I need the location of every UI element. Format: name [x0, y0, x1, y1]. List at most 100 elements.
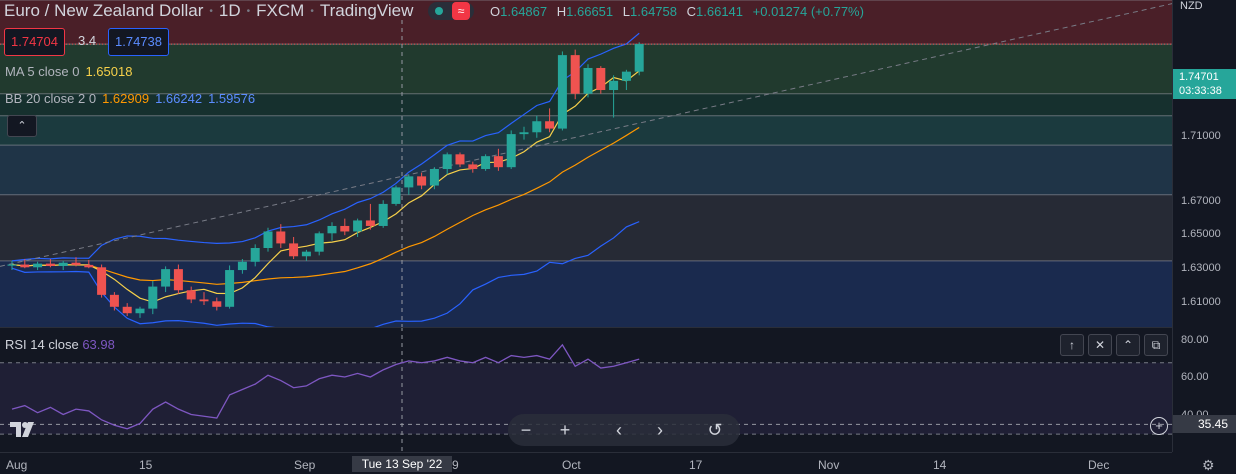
bb-legend[interactable]: BB 20 close 2 0 1.62909 1.66242 1.59576 [5, 91, 255, 106]
candle-body [545, 121, 555, 129]
sell-button[interactable]: 1.74704 [4, 28, 65, 56]
scroll-left-button[interactable]: ‹ [604, 417, 634, 443]
reset-chart-button[interactable]: ↺ [700, 417, 730, 443]
bb-basis-line [11, 126, 640, 285]
price-tick: 1.71000 [1181, 130, 1221, 142]
candle-body [621, 71, 631, 81]
rsi-tick: 60.00 [1181, 371, 1209, 383]
rsi-legend[interactable]: RSI 14 close 63.98 [5, 337, 115, 352]
candle-body [250, 248, 260, 262]
bb-upper-line [11, 32, 640, 262]
candle-body [532, 121, 542, 133]
candle-body [506, 134, 516, 168]
candle-body [45, 263, 55, 267]
candle-body [33, 263, 43, 268]
candle-body [71, 262, 81, 265]
rsi-tick: 80.00 [1181, 334, 1209, 346]
candle-body [378, 203, 388, 226]
price-axis[interactable] [1172, 0, 1236, 452]
chevron-up-icon: ⌃ [17, 120, 27, 132]
candle-body [148, 286, 158, 309]
candle-body [225, 270, 235, 307]
zoom-in-button[interactable]: + [550, 417, 580, 443]
candle-body [417, 176, 427, 186]
candle-body [212, 301, 222, 307]
candle-body [519, 132, 529, 135]
bar-countdown: 03:33:38 [1179, 85, 1222, 97]
scroll-right-button[interactable]: › [645, 417, 675, 443]
bb-upper-value: 1.66242 [155, 91, 203, 106]
time-tick: 9 [452, 458, 459, 472]
settings-gear-icon[interactable]: ⚙ [1202, 457, 1215, 473]
ohlc-readout: O1.64867 H1.66651 L1.64758 C1.66141 +0.0… [490, 4, 864, 19]
close-pane-button[interactable]: ✕ [1088, 334, 1112, 356]
bb-name: BB 20 close 2 0 [5, 91, 97, 106]
collapse-legend-button[interactable]: ⌃ [7, 115, 37, 137]
bb-basis-value: 1.62909 [102, 91, 150, 106]
buy-button[interactable]: 1.74738 [108, 28, 169, 56]
source: TradingView [319, 1, 414, 20]
rsi-value: 63.98 [82, 337, 115, 352]
candle-body [493, 156, 503, 168]
market-open-icon [435, 7, 443, 15]
time-tick: 14 [933, 458, 947, 472]
chevron-up-icon: ⌃ [1122, 338, 1134, 352]
candle-body [263, 231, 273, 249]
move-pane-up-button[interactable]: ↑ [1060, 334, 1084, 356]
time-axis[interactable] [0, 452, 1172, 473]
time-tick: Aug [6, 458, 28, 472]
plus-icon: + [559, 420, 571, 440]
trend-line [0, 3, 1172, 267]
candle-body [237, 261, 247, 271]
bb-lower-value: 1.59576 [208, 91, 256, 106]
interval[interactable]: 1D [218, 1, 241, 20]
candle-body [20, 264, 30, 268]
market-status-pill[interactable]: ≈ [428, 2, 474, 20]
maximize-icon: ⧉ [1151, 338, 1161, 352]
maximize-pane-button[interactable]: ⧉ [1144, 334, 1168, 356]
candle-body [404, 176, 414, 188]
fib-zone [0, 145, 1172, 195]
candle-body [301, 251, 311, 257]
candle-body [340, 225, 350, 232]
low-value: 1.64758 [630, 4, 677, 19]
symbol-header[interactable]: Euro / New Zealand Dollar • 1D • FXCM • Tra… [4, 1, 414, 20]
high-value: 1.66651 [566, 4, 614, 19]
candle-body [596, 67, 606, 91]
time-tick: Oct [562, 458, 581, 472]
spread-value: 3.4 [78, 33, 97, 48]
zoom-out-button[interactable]: − [511, 417, 541, 443]
candle-body [327, 225, 337, 234]
candle-body [442, 154, 452, 170]
open-value: 1.64867 [500, 4, 548, 19]
candle-body [289, 243, 299, 257]
minus-icon: − [520, 420, 532, 440]
price-tick: 1.61000 [1181, 296, 1221, 308]
close-value: 1.66141 [696, 4, 744, 19]
candle-body [122, 306, 132, 314]
candle-body [314, 233, 324, 252]
currency-label[interactable]: NZD [1180, 0, 1203, 12]
ma-legend[interactable]: MA 5 close 0 1.65018 [5, 64, 132, 79]
price-chart[interactable] [0, 0, 1172, 327]
collapse-pane-button[interactable]: ⌃ [1116, 334, 1140, 356]
tradingview-logo-icon[interactable] [8, 413, 36, 443]
candle-body [276, 231, 286, 244]
data-feed-icon: ≈ [452, 2, 470, 20]
candle-body [161, 269, 171, 287]
candle-body [109, 294, 119, 307]
candle-body [186, 290, 196, 300]
time-tick: Sep [294, 458, 316, 472]
candle-body [570, 55, 580, 94]
rsi-name: RSI 14 close [5, 337, 79, 352]
fib-zone [0, 93, 1172, 116]
add-plus-icon[interactable]: + [1150, 417, 1168, 435]
candle-body [173, 269, 183, 291]
candle-body [365, 220, 375, 226]
current-price-tag: 1.74701 03:33:38 [1173, 69, 1236, 99]
candle-body [84, 264, 94, 268]
time-tick: Nov [818, 458, 840, 472]
candle-body [7, 264, 17, 266]
candle-body [455, 154, 465, 165]
rsi-line [11, 343, 640, 430]
